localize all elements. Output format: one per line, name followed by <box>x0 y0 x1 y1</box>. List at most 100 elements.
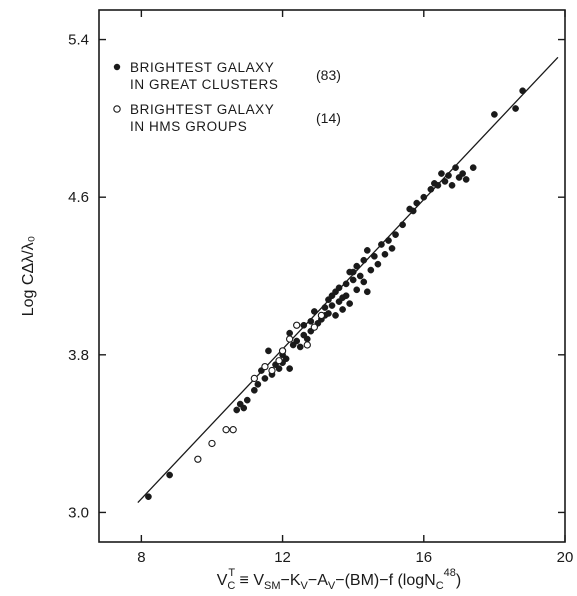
legend-series-1-count: (83) <box>316 67 341 83</box>
cluster-galaxy-point <box>335 284 343 292</box>
cluster-galaxy-point <box>275 365 283 372</box>
y-tick-label: 4.6 <box>68 189 89 206</box>
cluster-galaxy-point <box>339 306 346 313</box>
y-tick-label: 5.4 <box>68 32 89 49</box>
cluster-galaxy-point <box>448 182 456 189</box>
cluster-galaxy-point <box>462 176 470 183</box>
cluster-galaxy-point <box>261 375 269 382</box>
x-label-rest-3: −A <box>308 572 328 589</box>
x-label-v-sup: T <box>228 567 235 579</box>
legend-series-1-line-1: BRIGHTEST GALAXY <box>130 60 274 75</box>
cluster-galaxy-point <box>166 471 173 479</box>
cluster-galaxy-point <box>519 87 526 95</box>
hms-group-galaxy-point <box>208 439 216 448</box>
hms-group-galaxy-point <box>285 335 294 343</box>
y-axis-label: Log CΔλ/λ₀ <box>20 236 37 316</box>
legend: BRIGHTEST GALAXY IN GREAT CLUSTERS (83) … <box>113 60 341 134</box>
cluster-galaxy-point <box>459 170 466 177</box>
y-tick-label: 3.8 <box>68 347 89 364</box>
y-axis-ticks: 3.0 3.8 4.6 5.4 <box>68 32 565 521</box>
legend-open-circle-marker <box>113 105 121 113</box>
cluster-galaxy-point <box>381 250 389 258</box>
regression-line <box>137 56 559 504</box>
cluster-galaxy-point <box>363 247 371 254</box>
cluster-galaxy-point <box>325 310 332 317</box>
cluster-galaxy-point <box>282 355 290 363</box>
cluster-galaxy-point <box>441 178 449 185</box>
hms-group-galaxy-point <box>194 455 202 463</box>
x-label-nc-sup: 48 <box>444 567 456 579</box>
x-label-v: V <box>217 572 228 589</box>
hms-group-galaxy-point <box>261 362 269 371</box>
legend-series-2-count: (14) <box>316 110 341 126</box>
x-axis-ticks: 8 12 16 20 <box>137 10 573 566</box>
cluster-galaxy-point <box>346 268 354 276</box>
cluster-galaxy-point <box>332 312 339 319</box>
hms-group-galaxy-point <box>222 426 230 434</box>
cluster-galaxy-point <box>303 335 311 343</box>
legend-series-2-line-2: IN HMS GROUPS <box>130 119 247 134</box>
legend-series-2-line-1: BRIGHTEST GALAXY <box>130 102 274 117</box>
cluster-galaxy-point <box>512 105 519 112</box>
x-label-v-sub: C <box>227 580 235 592</box>
cluster-galaxy-point <box>321 304 329 311</box>
hms-group-galaxy-point <box>317 311 326 320</box>
cluster-galaxy-point <box>240 404 248 412</box>
plot-frame <box>98 9 566 543</box>
legend-series-1-line-2: IN GREAT CLUSTERS <box>130 77 278 92</box>
regression-line-group <box>137 56 559 504</box>
cluster-galaxy-point <box>342 280 350 288</box>
cluster-galaxy-point <box>296 343 304 351</box>
data-points <box>145 87 526 501</box>
cluster-galaxy-point <box>434 182 442 189</box>
cluster-galaxy-point <box>243 396 251 404</box>
cluster-galaxy-point <box>367 266 375 274</box>
x-label-sm-sub: SM <box>264 580 281 592</box>
cluster-galaxy-point <box>265 347 272 355</box>
cluster-galaxy-point <box>392 231 399 238</box>
hms-group-galaxy-point <box>293 321 301 329</box>
hms-group-galaxy-point <box>278 347 287 355</box>
cluster-galaxy-point <box>145 493 152 501</box>
hms-group-galaxy-point <box>250 374 258 383</box>
cluster-galaxy-point <box>346 300 354 307</box>
cluster-galaxy-point <box>360 256 368 264</box>
cluster-galaxy-point <box>371 252 378 260</box>
cluster-galaxy-point <box>300 321 308 329</box>
hms-group-galaxy-point <box>268 366 276 375</box>
cluster-galaxy-point <box>250 386 258 394</box>
cluster-galaxy-point <box>427 185 435 193</box>
x-label-rest-2: −K <box>281 572 301 589</box>
x-label-rest-5: ) <box>456 572 461 589</box>
cluster-galaxy-point <box>328 302 336 309</box>
x-label-kv-sub: V <box>301 580 309 592</box>
cluster-galaxy-point <box>420 193 428 201</box>
cluster-galaxy-point <box>353 262 361 270</box>
hms-group-galaxy-point <box>229 426 237 434</box>
cluster-galaxy-point <box>353 286 361 294</box>
cluster-galaxy-point <box>363 288 371 296</box>
x-tick-label: 12 <box>274 549 291 566</box>
cluster-galaxy-point <box>469 164 477 171</box>
x-tick-label: 8 <box>137 549 145 566</box>
cluster-galaxy-point <box>399 221 406 229</box>
cluster-galaxy-point <box>438 170 445 177</box>
hms-group-galaxy-point <box>275 357 283 365</box>
cluster-galaxy-point <box>374 260 382 268</box>
x-label-rest-1: ≡ V <box>235 572 264 589</box>
x-label-rest-4: −(BM)−f (logN <box>335 572 435 589</box>
cluster-galaxy-point <box>413 199 421 207</box>
cluster-galaxy-point <box>445 172 452 179</box>
x-label-av-sub: V <box>328 580 336 592</box>
cluster-galaxy-point <box>360 278 368 286</box>
cluster-galaxy-point <box>385 237 392 244</box>
cluster-galaxy-point <box>286 365 293 372</box>
cluster-galaxy-point <box>286 329 293 337</box>
cluster-galaxy-point <box>342 292 350 300</box>
legend-filled-circle-marker <box>113 63 121 71</box>
cluster-galaxy-point <box>452 164 459 171</box>
y-tick-label: 3.0 <box>68 504 89 521</box>
x-tick-label: 20 <box>557 549 574 566</box>
